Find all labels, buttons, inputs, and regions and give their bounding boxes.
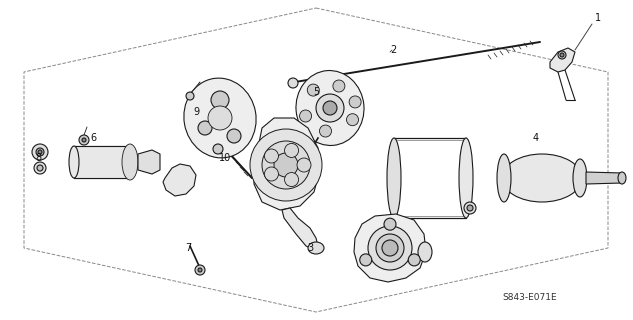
Circle shape [299, 110, 311, 122]
Ellipse shape [308, 242, 324, 254]
Text: 4: 4 [533, 133, 539, 143]
Polygon shape [282, 208, 318, 250]
Circle shape [464, 202, 476, 214]
Circle shape [408, 254, 420, 266]
Polygon shape [586, 172, 622, 184]
Polygon shape [550, 48, 575, 72]
Text: 6: 6 [90, 133, 96, 143]
Circle shape [560, 53, 564, 57]
Circle shape [265, 167, 279, 181]
Text: 8: 8 [35, 153, 41, 163]
Circle shape [323, 101, 337, 115]
Text: 7: 7 [185, 243, 191, 253]
Circle shape [382, 240, 398, 256]
Circle shape [384, 218, 396, 230]
Circle shape [36, 148, 44, 156]
Circle shape [467, 205, 473, 211]
Polygon shape [74, 146, 130, 178]
Circle shape [37, 165, 43, 171]
Circle shape [82, 138, 86, 142]
Polygon shape [138, 150, 160, 174]
Circle shape [208, 106, 232, 130]
Circle shape [285, 172, 299, 187]
Ellipse shape [69, 146, 79, 178]
Circle shape [38, 150, 42, 154]
Circle shape [346, 114, 358, 126]
Polygon shape [254, 118, 320, 210]
Circle shape [198, 268, 202, 272]
Circle shape [198, 121, 212, 135]
Circle shape [250, 129, 322, 201]
Circle shape [195, 265, 205, 275]
Ellipse shape [573, 159, 587, 197]
Text: 3: 3 [307, 243, 313, 253]
Ellipse shape [184, 78, 256, 158]
Circle shape [368, 226, 412, 270]
Circle shape [333, 80, 345, 92]
Text: 5: 5 [313, 87, 319, 97]
Polygon shape [163, 164, 196, 196]
Circle shape [360, 254, 372, 266]
Circle shape [211, 91, 229, 109]
Circle shape [349, 96, 361, 108]
Circle shape [265, 149, 279, 163]
Ellipse shape [122, 144, 138, 180]
Ellipse shape [270, 157, 282, 175]
Circle shape [297, 158, 311, 172]
Ellipse shape [387, 138, 401, 218]
Ellipse shape [497, 154, 511, 202]
Text: 10: 10 [219, 153, 231, 163]
Ellipse shape [418, 242, 432, 262]
Text: 2: 2 [390, 45, 396, 55]
Circle shape [32, 144, 48, 160]
Circle shape [288, 78, 298, 88]
Polygon shape [354, 214, 426, 282]
Circle shape [274, 153, 298, 177]
Circle shape [262, 141, 310, 189]
Circle shape [376, 234, 404, 262]
Circle shape [307, 84, 319, 96]
Circle shape [285, 143, 299, 157]
Circle shape [34, 162, 46, 174]
Circle shape [227, 129, 241, 143]
Ellipse shape [618, 172, 626, 184]
Text: 9: 9 [193, 107, 199, 117]
Text: S843-E071E: S843-E071E [502, 293, 556, 302]
Circle shape [79, 135, 89, 145]
Ellipse shape [296, 70, 364, 146]
Ellipse shape [502, 154, 582, 202]
Circle shape [320, 125, 332, 137]
Circle shape [316, 94, 344, 122]
Text: 1: 1 [595, 13, 601, 23]
Ellipse shape [125, 146, 135, 178]
Circle shape [213, 144, 223, 154]
Circle shape [558, 51, 566, 59]
Circle shape [186, 92, 194, 100]
Ellipse shape [459, 138, 473, 218]
